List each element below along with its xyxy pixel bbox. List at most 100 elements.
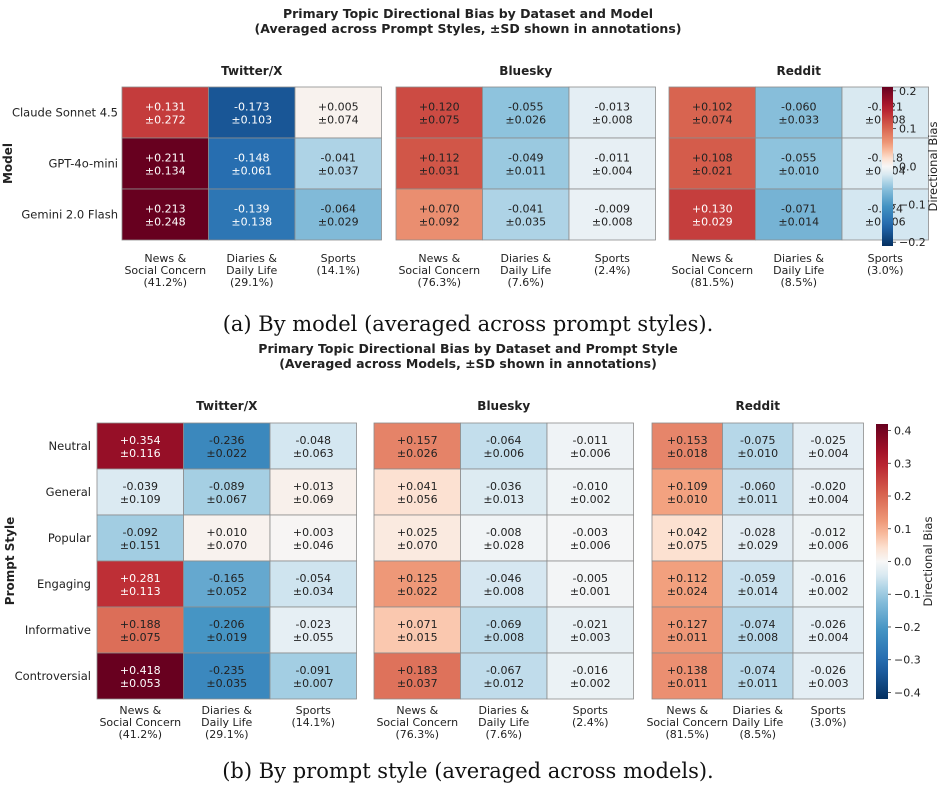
cell-value-label: -0.075 bbox=[740, 434, 775, 447]
column-label: (81.5%) bbox=[665, 728, 709, 741]
column-label: (3.0%) bbox=[867, 264, 904, 277]
colorbar-label: Directional Bias bbox=[926, 122, 937, 212]
cell-value-label: +0.211 bbox=[145, 152, 186, 165]
cell-sd-label: ±0.074 bbox=[318, 114, 359, 127]
heatmap-cell bbox=[568, 188, 656, 241]
colorbar-tick-label: 0.4 bbox=[894, 425, 912, 438]
cell-sd-label: ±0.070 bbox=[397, 539, 438, 552]
cell-sd-label: ±0.022 bbox=[397, 585, 438, 598]
cell-sd-label: ±0.103 bbox=[231, 114, 272, 127]
cell-value-label: +0.071 bbox=[397, 618, 438, 631]
cell-value-label: +0.010 bbox=[206, 526, 247, 539]
heatmap-cell bbox=[121, 137, 209, 190]
cell-sd-label: ±0.012 bbox=[483, 677, 524, 690]
cell-sd-label: ±0.015 bbox=[397, 631, 438, 644]
cell-sd-label: ±0.070 bbox=[206, 539, 247, 552]
cell-sd-label: ±0.002 bbox=[570, 493, 611, 506]
cell-sd-label: ±0.006 bbox=[570, 539, 611, 552]
cell-sd-label: ±0.010 bbox=[667, 493, 708, 506]
row-label: Informative bbox=[25, 623, 91, 637]
heatmap-cell bbox=[269, 606, 357, 654]
cell-value-label: +0.183 bbox=[397, 664, 438, 677]
column-label: Social Concern bbox=[124, 264, 206, 277]
column-label: (41.2%) bbox=[143, 276, 187, 289]
heatmap-cell bbox=[651, 422, 723, 470]
column-label: News & bbox=[691, 252, 733, 265]
cell-sd-label: ±0.004 bbox=[808, 631, 849, 644]
heatmap-cell bbox=[208, 86, 296, 139]
heatmap-cell bbox=[460, 422, 548, 470]
cell-value-label: -0.235 bbox=[209, 664, 244, 677]
heatmap-cell bbox=[395, 86, 483, 139]
cell-sd-label: ±0.272 bbox=[145, 114, 186, 127]
cell-sd-label: ±0.046 bbox=[293, 539, 334, 552]
cell-sd-label: ±0.075 bbox=[120, 631, 161, 644]
dataset-twitter-x: Twitter/X+0.131±0.272+0.211±0.134+0.213±… bbox=[121, 64, 382, 289]
column-label: Social Concern bbox=[646, 716, 728, 729]
heatmap-cell bbox=[294, 188, 382, 241]
column-label: (7.6%) bbox=[507, 276, 544, 289]
cell-value-label: -0.046 bbox=[486, 572, 521, 585]
cell-value-label: -0.139 bbox=[234, 203, 269, 216]
dataset-reddit: Reddit+0.153±0.018+0.109±0.010+0.042±0.0… bbox=[646, 399, 864, 741]
cell-value-label: -0.091 bbox=[296, 664, 331, 677]
cell-sd-label: ±0.013 bbox=[483, 493, 524, 506]
cell-sd-label: ±0.075 bbox=[667, 539, 708, 552]
row-label: Controversial bbox=[15, 669, 91, 683]
cell-value-label: -0.023 bbox=[296, 618, 331, 631]
heatmap-cell bbox=[460, 652, 548, 700]
cell-sd-label: ±0.029 bbox=[692, 216, 733, 229]
heatmap-cell bbox=[183, 560, 271, 608]
cell-value-label: +0.125 bbox=[397, 572, 438, 585]
cell-value-label: -0.020 bbox=[811, 480, 846, 493]
cell-value-label: +0.188 bbox=[120, 618, 161, 631]
heatmap-cell bbox=[651, 606, 723, 654]
cell-sd-label: ±0.011 bbox=[667, 677, 708, 690]
row-label: Neutral bbox=[49, 439, 91, 453]
heatmap-cell bbox=[668, 86, 756, 139]
heatmap-cell bbox=[373, 652, 461, 700]
cell-sd-label: ±0.033 bbox=[778, 114, 819, 127]
heatmap-cell bbox=[183, 606, 271, 654]
cell-value-label: -0.026 bbox=[811, 664, 846, 677]
cell-value-label: +0.041 bbox=[397, 480, 438, 493]
colorbar-tick-label: −0.3 bbox=[894, 654, 921, 667]
heatmap-cell bbox=[722, 606, 794, 654]
heatmap-cell bbox=[668, 188, 756, 241]
colorbar-tick-label: −0.1 bbox=[894, 588, 921, 601]
cell-sd-label: ±0.026 bbox=[397, 447, 438, 460]
heatmap-cell bbox=[395, 188, 483, 241]
column-label: Social Concern bbox=[671, 264, 753, 277]
cell-value-label: -0.074 bbox=[740, 618, 775, 631]
heatmap-cell bbox=[395, 137, 483, 190]
cell-value-label: -0.054 bbox=[296, 572, 331, 585]
cell-value-label: +0.130 bbox=[692, 203, 733, 216]
cell-sd-label: ±0.011 bbox=[737, 677, 778, 690]
cell-sd-label: ±0.011 bbox=[737, 493, 778, 506]
column-label: Social Concern bbox=[99, 716, 181, 729]
cell-value-label: +0.281 bbox=[120, 572, 161, 585]
cell-sd-label: ±0.006 bbox=[570, 447, 611, 460]
cell-value-label: -0.009 bbox=[595, 203, 630, 216]
column-label: News & bbox=[119, 704, 161, 717]
heatmap-cell bbox=[373, 560, 461, 608]
column-label: Sports bbox=[868, 252, 904, 265]
cell-sd-label: ±0.003 bbox=[570, 631, 611, 644]
heatmap-panel-1: Primary Topic Directional Bias by Datase… bbox=[3, 341, 935, 783]
heatmap-cell bbox=[460, 468, 548, 516]
cell-value-label: -0.005 bbox=[573, 572, 608, 585]
heatmap-cell bbox=[121, 86, 209, 139]
cell-value-label: -0.003 bbox=[573, 526, 608, 539]
heatmap-cell bbox=[269, 468, 357, 516]
cell-value-label: -0.011 bbox=[573, 434, 608, 447]
cell-value-label: +0.354 bbox=[120, 434, 161, 447]
cell-value-label: -0.165 bbox=[209, 572, 244, 585]
heatmap-cell bbox=[96, 422, 184, 470]
cell-sd-label: ±0.002 bbox=[808, 585, 849, 598]
cell-value-label: -0.012 bbox=[811, 526, 846, 539]
column-label: Diaries & bbox=[227, 252, 278, 265]
cell-value-label: -0.069 bbox=[486, 618, 521, 631]
cell-sd-label: ±0.011 bbox=[667, 631, 708, 644]
cell-sd-label: ±0.001 bbox=[570, 585, 611, 598]
heatmap-cell bbox=[755, 188, 843, 241]
